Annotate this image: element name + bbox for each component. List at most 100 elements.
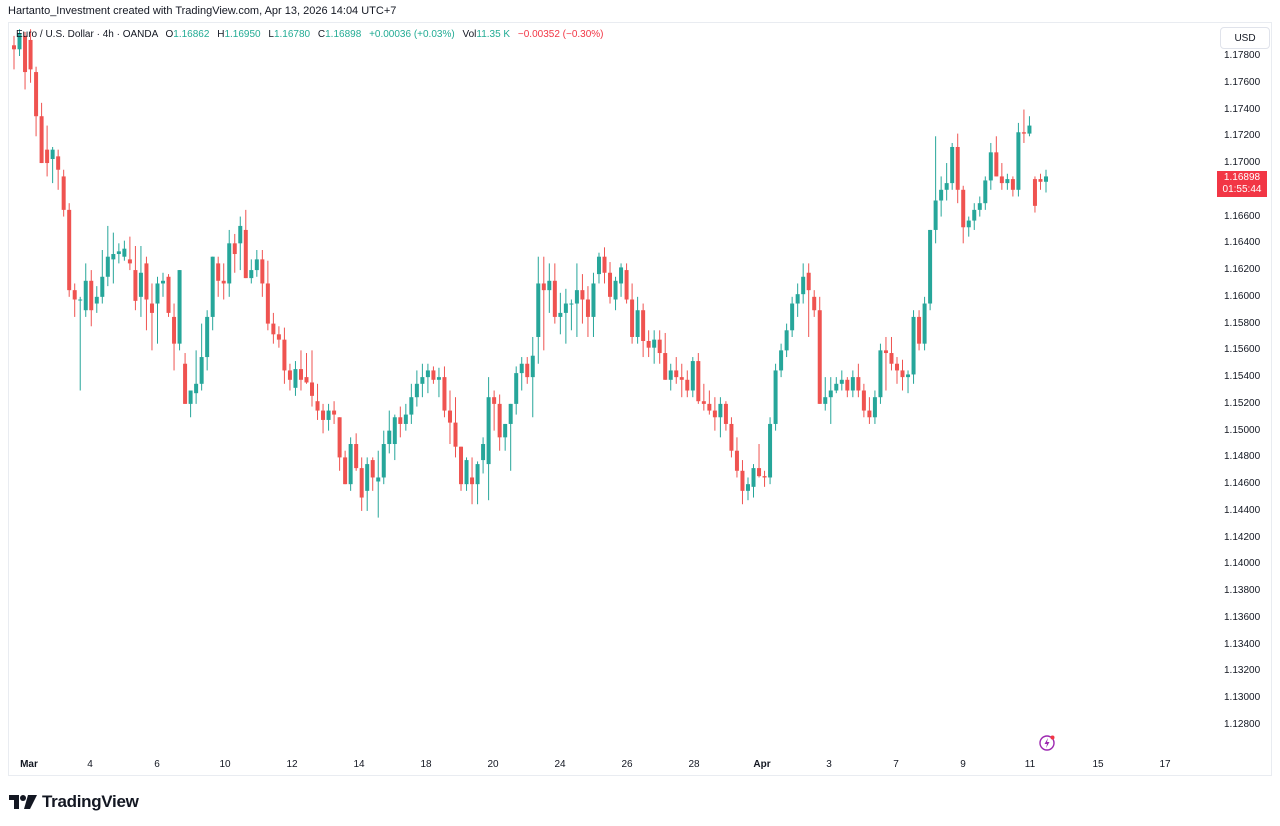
candle (668, 370, 673, 380)
candle (332, 410, 337, 415)
lightning-icon[interactable] (1038, 734, 1056, 752)
candle (409, 397, 414, 415)
candlestick-chart[interactable] (0, 0, 1217, 776)
candle (552, 280, 557, 317)
last-price-label: 1.16898 01:55:44 (1217, 171, 1267, 197)
price-tick: 1.16000 (1224, 290, 1261, 302)
candle (961, 189, 966, 228)
symbol-name[interactable]: Euro / U.S. Dollar · 4h · OANDA (16, 29, 158, 40)
candle (403, 414, 408, 424)
candle (729, 423, 734, 451)
time-tick: 10 (219, 759, 231, 770)
candle (138, 272, 143, 297)
candle (492, 397, 497, 404)
candle (370, 460, 375, 478)
candle (464, 460, 469, 485)
price-tick: 1.13600 (1224, 611, 1261, 623)
candle (812, 296, 817, 311)
candle (61, 176, 66, 210)
price-tick: 1.17800 (1224, 50, 1261, 61)
candle (216, 263, 221, 281)
candle (287, 370, 292, 380)
candle (1005, 179, 1010, 184)
time-tick: Apr (753, 759, 771, 770)
candle (172, 316, 177, 344)
candle (503, 423, 508, 438)
candle (701, 401, 706, 404)
candle (1027, 125, 1032, 134)
candle (45, 149, 50, 164)
candle (834, 383, 839, 391)
high-label: H (217, 29, 225, 40)
candle (707, 403, 712, 411)
period-change-value: −0.00352 (−0.30%) (517, 29, 604, 40)
candle (585, 299, 590, 317)
chart-pane[interactable] (8, 22, 1272, 776)
candle (685, 379, 690, 391)
price-tick: 1.17000 (1224, 157, 1261, 169)
candle (867, 410, 872, 418)
candle (298, 369, 303, 380)
candle (271, 323, 276, 335)
candle (1016, 132, 1021, 190)
candle (751, 468, 756, 487)
vol-label: Vol (462, 29, 477, 40)
candle (917, 316, 922, 344)
candle (17, 33, 22, 50)
tradingview-logo[interactable]: TradingView (9, 792, 139, 812)
candle (861, 390, 866, 411)
tradingview-logo-icon (9, 795, 37, 809)
candle (773, 370, 778, 424)
candle (392, 417, 397, 445)
candle (194, 383, 199, 394)
price-tick: 1.16400 (1224, 237, 1261, 249)
currency-selector[interactable]: USD (1220, 27, 1270, 49)
candle (933, 200, 938, 230)
candle (326, 410, 331, 420)
candle (652, 339, 657, 348)
candle (260, 259, 265, 284)
candle (232, 243, 237, 255)
candle (381, 444, 386, 478)
candle (238, 225, 243, 244)
bar-countdown: 01:55:44 (1222, 184, 1262, 195)
candle (425, 370, 430, 378)
time-tick: 20 (487, 759, 499, 770)
candle (227, 243, 232, 284)
candle (630, 299, 635, 337)
candle (900, 370, 905, 378)
candle (161, 280, 166, 284)
candle (657, 339, 662, 354)
candle (944, 183, 949, 190)
candle (127, 259, 132, 264)
candle (282, 339, 287, 371)
time-tick: 12 (286, 759, 298, 770)
candle (541, 283, 546, 291)
candle (398, 417, 403, 424)
candle (596, 256, 601, 275)
candle (83, 280, 88, 311)
candle (39, 116, 44, 164)
candle (50, 149, 55, 160)
candle (779, 350, 784, 371)
candle (563, 303, 568, 313)
price-tick: 1.16200 (1224, 264, 1261, 276)
candle (475, 464, 480, 485)
candle (883, 350, 888, 354)
candle (525, 363, 530, 378)
candle (78, 299, 83, 301)
price-tick: 1.14800 (1224, 451, 1261, 463)
time-tick: 11 (1024, 759, 1036, 770)
candle (28, 39, 33, 70)
time-tick: 6 (154, 759, 160, 770)
candle (679, 377, 684, 380)
price-tick: 1.14200 (1224, 531, 1261, 543)
price-tick: 1.15400 (1224, 371, 1261, 383)
candle (514, 373, 519, 404)
candle (558, 312, 563, 317)
candle (928, 229, 933, 304)
candle (823, 397, 828, 404)
candle (365, 464, 370, 491)
candle (205, 316, 210, 358)
time-tick: 28 (688, 759, 700, 770)
